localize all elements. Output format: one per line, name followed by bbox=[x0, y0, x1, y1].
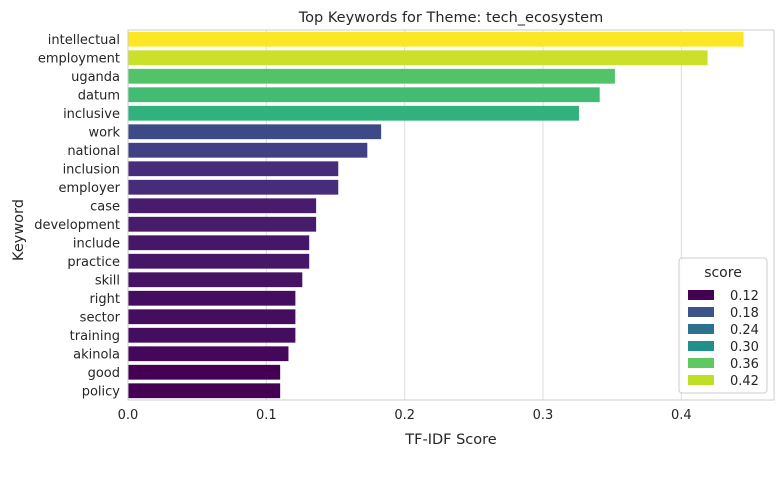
legend-swatch bbox=[688, 307, 714, 317]
bar-good bbox=[128, 364, 281, 380]
y-tick-label: intellectual bbox=[48, 33, 120, 48]
bar-akinola bbox=[128, 346, 289, 362]
bar-skill bbox=[128, 272, 303, 288]
legend-swatch bbox=[688, 341, 714, 351]
x-tick-labels: 0.0 0.1 0.2 0.3 0.4 bbox=[118, 408, 692, 423]
y-tick-label: akinola bbox=[73, 347, 120, 362]
y-tick-label: national bbox=[67, 144, 120, 159]
legend-swatch bbox=[688, 290, 714, 300]
y-tick-label: include bbox=[73, 236, 120, 251]
y-tick-label: right bbox=[89, 292, 120, 307]
y-tick-label: training bbox=[70, 329, 120, 344]
bar-national bbox=[128, 142, 368, 158]
legend-label: 0.42 bbox=[730, 374, 759, 389]
plot-frame bbox=[127, 29, 775, 401]
y-tick-label: skill bbox=[95, 273, 120, 288]
y-tick-label: good bbox=[88, 366, 120, 381]
bar-policy bbox=[128, 383, 281, 399]
y-tick-label: work bbox=[89, 125, 121, 140]
y-tick-label: employment bbox=[38, 51, 120, 66]
bar-case bbox=[128, 198, 317, 214]
x-tick-label: 0.2 bbox=[394, 408, 415, 423]
bar-datum bbox=[128, 87, 600, 103]
legend-swatch bbox=[688, 358, 714, 368]
bar-intellectual bbox=[128, 31, 744, 47]
y-axis-label: Keyword bbox=[11, 199, 27, 261]
chart-title: Top Keywords for Theme: tech_ecosystem bbox=[298, 10, 603, 26]
legend-swatch bbox=[688, 375, 714, 385]
y-tick-label: inclusive bbox=[63, 107, 120, 122]
bar-inclusion bbox=[128, 161, 339, 177]
legend: score 0.12 0.18 0.24 0.30 0.36 0.42 bbox=[678, 257, 768, 394]
legend-swatch bbox=[688, 324, 714, 334]
legend-label: 0.30 bbox=[730, 340, 759, 355]
x-tick-label: 0.0 bbox=[118, 408, 139, 423]
legend-label: 0.36 bbox=[730, 357, 759, 372]
x-tick-label: 0.1 bbox=[256, 408, 277, 423]
grid bbox=[127, 30, 682, 400]
bar-employer bbox=[128, 179, 339, 195]
y-tick-label: development bbox=[34, 218, 120, 233]
bar-development bbox=[128, 216, 317, 232]
bar-practice bbox=[128, 253, 310, 269]
bar-right bbox=[128, 290, 296, 306]
x-axis-label: TF-IDF Score bbox=[404, 432, 497, 448]
y-tick-label: uganda bbox=[71, 70, 120, 85]
bar-sector bbox=[128, 309, 296, 325]
x-tick-label: 0.4 bbox=[671, 408, 692, 423]
y-tick-labels: intellectual employment uganda datum inclusi… bbox=[34, 33, 120, 400]
bar-include bbox=[128, 235, 310, 251]
legend-label: 0.18 bbox=[730, 306, 759, 321]
legend-label: 0.12 bbox=[730, 289, 759, 304]
legend-title: score bbox=[704, 265, 742, 281]
y-tick-label: case bbox=[90, 199, 120, 214]
y-tick-label: policy bbox=[82, 384, 121, 399]
bars bbox=[128, 31, 744, 399]
legend-label: 0.24 bbox=[730, 323, 759, 338]
bar-work bbox=[128, 124, 382, 140]
x-tick-label: 0.3 bbox=[533, 408, 554, 423]
y-tick-label: employer bbox=[58, 181, 120, 196]
y-tick-label: practice bbox=[67, 255, 120, 270]
bar-employment bbox=[128, 50, 708, 66]
y-tick-label: inclusion bbox=[63, 162, 120, 177]
y-tick-label: datum bbox=[78, 88, 120, 103]
bar-uganda bbox=[128, 68, 615, 84]
bar-training bbox=[128, 327, 296, 343]
bar-inclusive bbox=[128, 105, 579, 121]
y-tick-label: sector bbox=[80, 310, 121, 325]
legend-items: 0.12 0.18 0.24 0.30 0.36 0.42 bbox=[688, 289, 759, 389]
